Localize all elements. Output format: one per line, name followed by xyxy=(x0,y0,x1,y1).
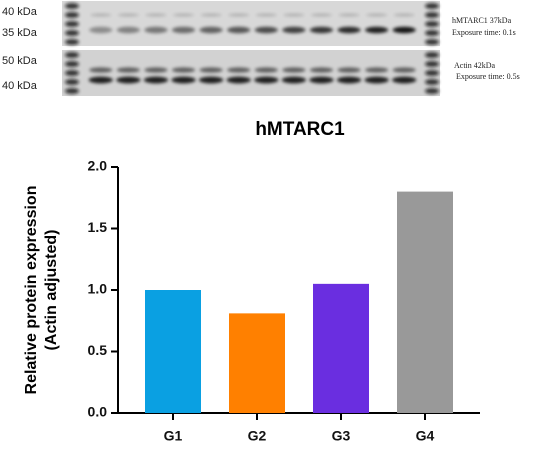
band xyxy=(143,76,169,84)
band xyxy=(198,76,224,84)
band xyxy=(309,76,334,84)
band xyxy=(144,67,168,73)
band xyxy=(309,26,334,34)
blot-note: Actin 42kDa xyxy=(454,61,496,70)
band xyxy=(89,67,113,73)
band xyxy=(200,13,222,17)
ladder-band xyxy=(65,3,79,9)
ladder-band xyxy=(65,39,79,45)
band xyxy=(337,26,361,34)
band xyxy=(392,26,416,34)
ladder-band xyxy=(65,30,79,36)
ladder-band xyxy=(65,88,79,94)
blot-note: hMTARC1 37kDa xyxy=(452,16,512,25)
x-tick-label: G1 xyxy=(164,428,183,444)
ladder-band xyxy=(425,88,439,94)
y-tick-label: 2.0 xyxy=(88,158,108,174)
x-tick-label: G3 xyxy=(332,428,351,444)
band xyxy=(309,67,334,73)
ladder-band xyxy=(65,12,79,18)
y-axis-title-line: Relative protein expression xyxy=(23,186,40,395)
band xyxy=(116,26,140,34)
marker-label: 50 kDa xyxy=(2,55,38,67)
band xyxy=(282,26,306,34)
blot-strip xyxy=(62,50,440,96)
ladder-band xyxy=(65,52,79,58)
marker-label: 40 kDa xyxy=(2,6,38,18)
band xyxy=(90,13,112,17)
ladder-band xyxy=(425,3,439,9)
y-tick-label: 1.5 xyxy=(88,219,108,235)
band xyxy=(338,13,360,17)
band xyxy=(254,67,278,73)
band xyxy=(228,13,250,17)
band xyxy=(281,76,307,84)
band xyxy=(393,13,415,17)
y-tick-label: 0.0 xyxy=(88,404,108,420)
chart-title: hMTARC1 xyxy=(255,119,345,140)
band xyxy=(364,76,389,84)
band xyxy=(254,26,278,34)
band xyxy=(171,76,196,84)
band xyxy=(255,13,277,17)
band xyxy=(365,67,389,73)
marker-label: 40 kDa xyxy=(2,80,38,92)
y-axis-title-line: (Actin adjusted) xyxy=(43,230,60,351)
ladder-band xyxy=(425,70,439,76)
ladder-band xyxy=(425,79,439,85)
band xyxy=(171,26,196,34)
band xyxy=(171,67,196,73)
ladder-band xyxy=(65,79,79,85)
band xyxy=(88,76,113,84)
y-tick-label: 0.5 xyxy=(88,342,108,358)
y-axis-title: Relative protein expression (Actin adjus… xyxy=(23,186,60,395)
bar xyxy=(229,313,285,413)
band xyxy=(116,67,140,73)
ladder-band xyxy=(425,12,439,18)
band xyxy=(365,26,389,34)
band xyxy=(283,13,305,17)
band xyxy=(199,67,223,73)
band xyxy=(89,26,113,34)
band xyxy=(144,26,168,34)
band xyxy=(337,67,361,73)
band xyxy=(173,13,195,17)
band xyxy=(117,13,139,17)
ladder-band xyxy=(425,21,439,27)
band xyxy=(392,67,416,73)
band xyxy=(392,76,417,84)
blot-note: Exposure time: 0.5s xyxy=(456,72,520,81)
band xyxy=(336,76,362,84)
band xyxy=(116,76,141,84)
band xyxy=(254,76,279,84)
x-tick-label: G4 xyxy=(416,428,435,444)
band xyxy=(199,26,223,34)
band xyxy=(366,13,388,17)
band xyxy=(226,76,251,84)
band xyxy=(227,67,251,73)
band xyxy=(310,13,332,17)
ladder-band xyxy=(65,21,79,27)
blot-strip xyxy=(62,1,440,46)
x-tick-label: G2 xyxy=(248,428,267,444)
y-tick-label: 1.0 xyxy=(88,281,108,297)
ladder-band xyxy=(65,61,79,67)
western-blot xyxy=(62,1,440,96)
blot-note: Exposure time: 0.1s xyxy=(452,28,516,37)
marker-label: 35 kDa xyxy=(2,27,38,39)
ladder-band xyxy=(65,70,79,76)
ladder-band xyxy=(425,52,439,58)
bar xyxy=(145,290,201,413)
bar xyxy=(397,191,453,413)
ladder-band xyxy=(425,30,439,36)
bar xyxy=(313,283,369,413)
ladder-band xyxy=(425,39,439,45)
band xyxy=(282,67,306,73)
band xyxy=(227,26,251,34)
ladder-band xyxy=(425,61,439,67)
band xyxy=(145,13,167,17)
